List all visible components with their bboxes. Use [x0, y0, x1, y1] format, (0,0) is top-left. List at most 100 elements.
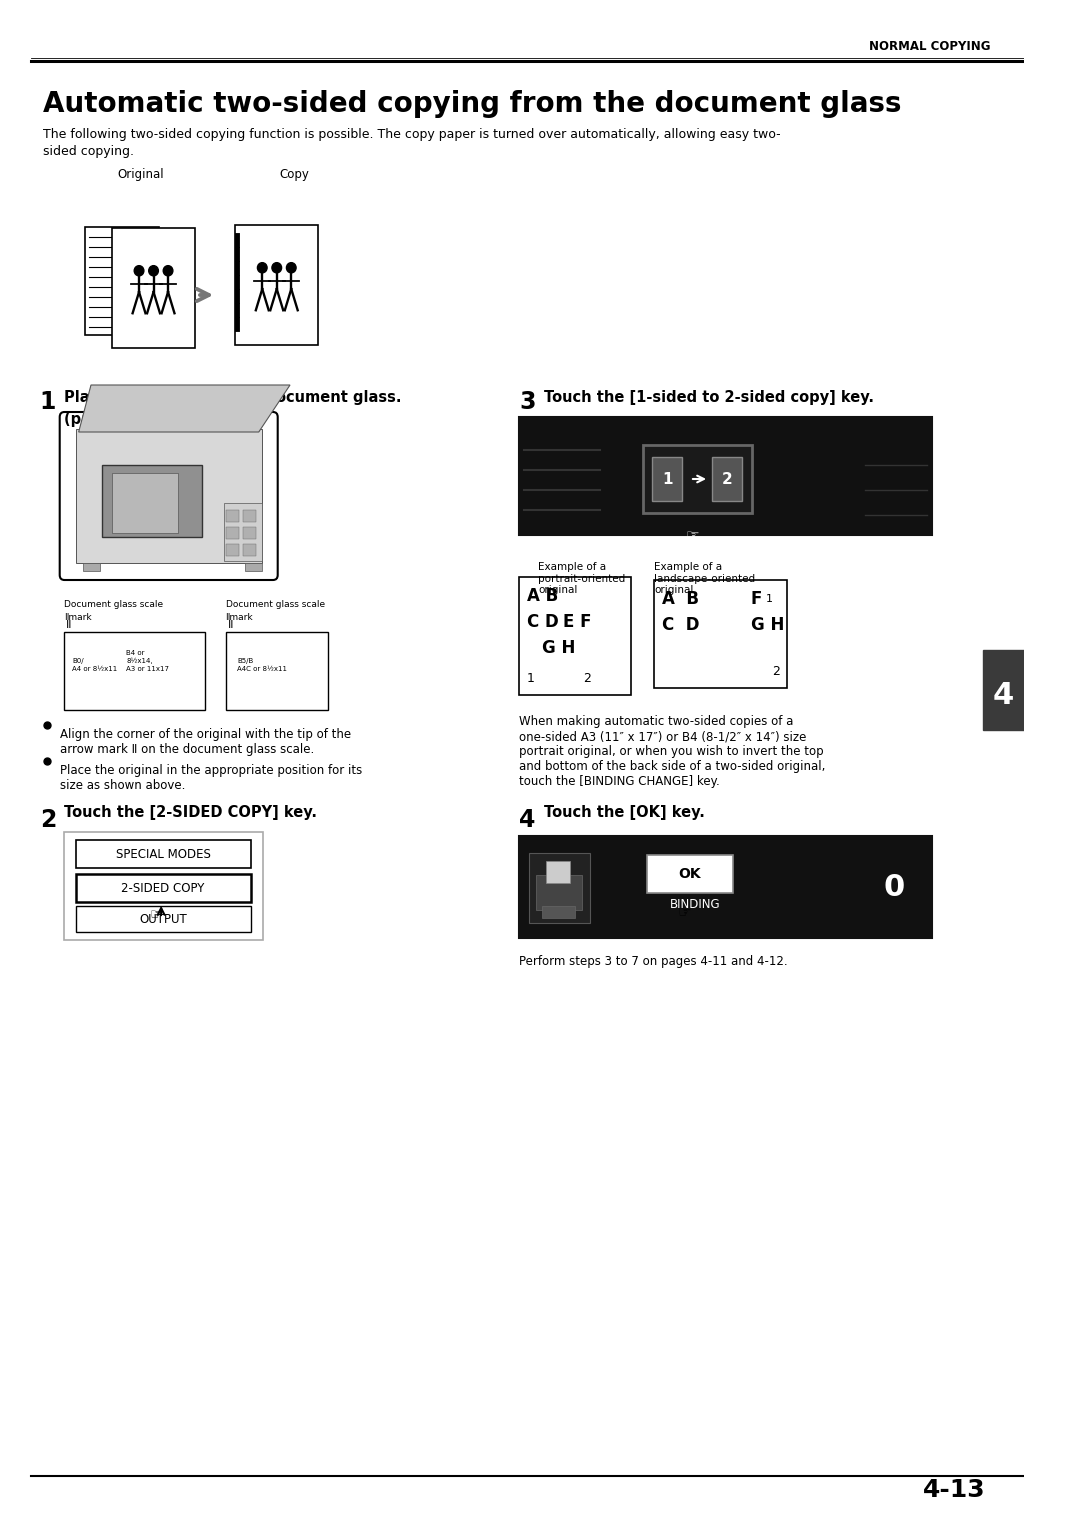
Bar — [65, 833, 264, 940]
Text: Document glass scale: Document glass scale — [65, 601, 163, 610]
Bar — [103, 465, 202, 536]
Text: NORMAL COPYING: NORMAL COPYING — [869, 40, 990, 53]
Text: A B: A B — [527, 587, 558, 605]
Bar — [76, 429, 261, 562]
Text: Touch the [OK] key.: Touch the [OK] key. — [544, 805, 705, 821]
Text: A4 or 8½x11: A4 or 8½x11 — [72, 666, 118, 672]
Bar — [235, 225, 319, 345]
Text: 2: 2 — [583, 672, 591, 685]
Bar — [226, 527, 239, 539]
Text: Copy: Copy — [279, 168, 309, 180]
Circle shape — [272, 263, 282, 274]
Text: one-sided A3 (11″ x 17″) or B4 (8-1/2″ x 14″) size: one-sided A3 (11″ x 17″) or B4 (8-1/2″ x… — [519, 730, 807, 743]
Bar — [226, 544, 239, 556]
Text: arrow mark Ⅱ on the document glass scale.: arrow mark Ⅱ on the document glass scale… — [59, 743, 314, 756]
Bar — [243, 544, 256, 556]
Text: E F: E F — [563, 613, 592, 631]
Bar — [519, 836, 932, 938]
Bar — [983, 649, 1024, 730]
Text: ☞: ☞ — [150, 908, 163, 921]
Text: G H: G H — [751, 616, 784, 634]
Circle shape — [286, 263, 296, 274]
Text: 1: 1 — [40, 390, 56, 414]
Bar — [226, 510, 239, 523]
Text: 0: 0 — [883, 872, 904, 902]
Text: A3 or 11x17: A3 or 11x17 — [126, 666, 170, 672]
FancyBboxPatch shape — [59, 413, 278, 581]
Text: B4 or: B4 or — [126, 649, 145, 656]
Circle shape — [257, 263, 267, 274]
Bar — [529, 853, 591, 923]
Text: When making automatic two-sided copies of a: When making automatic two-sided copies o… — [519, 715, 794, 727]
Text: Example of a
landscape-oriented
original: Example of a landscape-oriented original — [654, 562, 755, 596]
Text: Touch the [2-SIDED COPY] key.: Touch the [2-SIDED COPY] key. — [65, 805, 318, 821]
Bar — [112, 228, 195, 348]
Bar — [65, 633, 205, 711]
Text: 2: 2 — [721, 472, 732, 486]
Bar — [654, 581, 786, 688]
Text: Automatic two-sided copying from the document glass: Automatic two-sided copying from the doc… — [42, 90, 901, 118]
Text: G H: G H — [542, 639, 576, 657]
Text: OUTPUT: OUTPUT — [139, 912, 187, 926]
Bar — [647, 856, 732, 892]
Bar — [70, 642, 199, 704]
Circle shape — [134, 266, 144, 277]
Text: Place an original on the document glass.: Place an original on the document glass. — [65, 390, 402, 405]
Bar — [537, 876, 582, 911]
Text: C  D: C D — [662, 616, 699, 634]
Text: portrait original, or when you wish to invert the top: portrait original, or when you wish to i… — [519, 746, 824, 758]
Text: 8½x14,: 8½x14, — [126, 659, 152, 665]
Bar — [224, 503, 261, 561]
Bar — [231, 642, 322, 704]
Bar — [542, 906, 576, 918]
Bar — [545, 860, 569, 883]
Text: Place the original in the appropriate position for its: Place the original in the appropriate po… — [59, 764, 362, 778]
Text: 1: 1 — [527, 672, 535, 685]
Text: SPECIAL MODES: SPECIAL MODES — [116, 848, 211, 860]
Bar — [243, 510, 256, 523]
Text: size as shown above.: size as shown above. — [59, 779, 185, 792]
Polygon shape — [79, 385, 291, 432]
Text: Ⅱ: Ⅱ — [228, 620, 233, 630]
Text: 1: 1 — [766, 594, 773, 604]
Text: touch the [BINDING CHANGE] key.: touch the [BINDING CHANGE] key. — [519, 775, 720, 788]
Text: B0/: B0/ — [72, 659, 83, 665]
Text: C D: C D — [527, 613, 558, 631]
Text: B5/B: B5/B — [237, 659, 253, 665]
Text: Ⅱmark: Ⅱmark — [65, 613, 92, 622]
Circle shape — [163, 266, 173, 277]
Bar — [83, 562, 100, 571]
Text: The following two-sided copying function is possible. The copy paper is turned o: The following two-sided copying function… — [42, 128, 780, 141]
Text: ☞: ☞ — [686, 529, 699, 542]
Bar — [519, 417, 932, 535]
Bar — [112, 474, 178, 533]
Bar — [243, 527, 256, 539]
Text: sided copying.: sided copying. — [42, 145, 134, 157]
Text: 2-SIDED COPY: 2-SIDED COPY — [121, 882, 205, 894]
Text: 3: 3 — [519, 390, 536, 414]
Text: F: F — [751, 590, 762, 608]
Text: Original: Original — [117, 168, 163, 180]
Text: Align the corner of the original with the tip of the: Align the corner of the original with th… — [59, 727, 351, 741]
Text: 2: 2 — [772, 665, 781, 678]
Text: 2: 2 — [40, 808, 56, 833]
Text: BINDING: BINDING — [670, 898, 720, 911]
Bar — [85, 228, 159, 335]
Text: Perform steps 3 to 7 on pages 4-11 and 4-12.: Perform steps 3 to 7 on pages 4-11 and 4… — [519, 955, 788, 969]
Bar — [712, 457, 742, 501]
Text: Document glass scale: Document glass scale — [226, 601, 325, 610]
Bar — [643, 445, 752, 513]
Text: 1: 1 — [662, 472, 673, 486]
Text: ☞: ☞ — [677, 905, 691, 920]
Circle shape — [149, 266, 159, 277]
Text: 4-13: 4-13 — [923, 1478, 986, 1502]
Bar — [76, 906, 252, 932]
Bar — [519, 578, 631, 695]
Text: A4C or 8½x11: A4C or 8½x11 — [237, 666, 287, 672]
Bar — [76, 874, 252, 902]
Bar — [76, 840, 252, 868]
Text: Example of a
portrait-oriented
original: Example of a portrait-oriented original — [538, 562, 625, 596]
Bar — [652, 457, 683, 501]
Text: (pages 4-3 to 4-6): (pages 4-3 to 4-6) — [65, 413, 213, 426]
Bar — [244, 562, 261, 571]
